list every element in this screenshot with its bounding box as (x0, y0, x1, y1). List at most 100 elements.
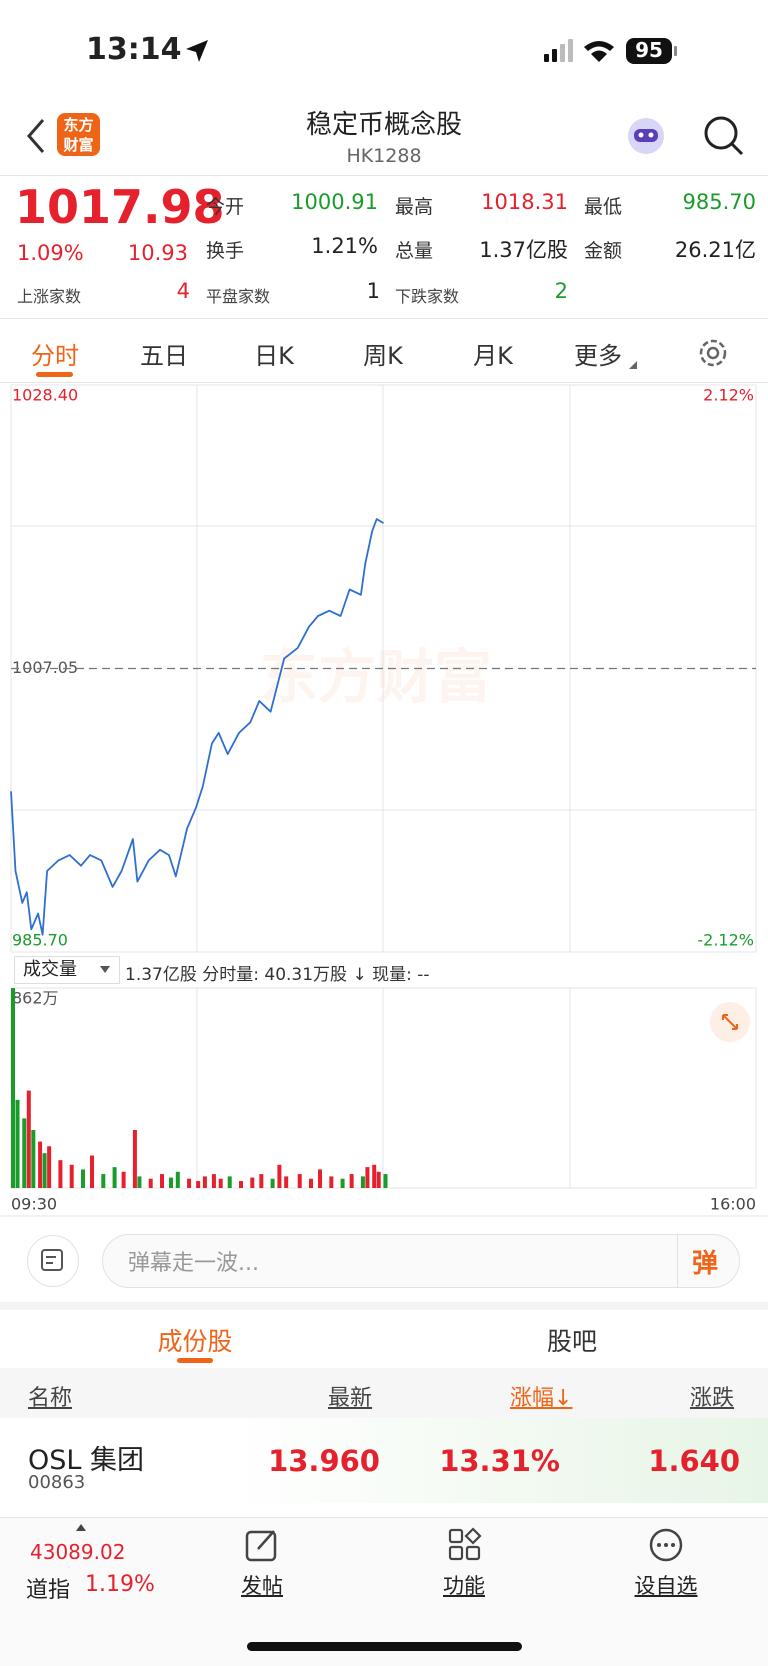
volume-bar (309, 1178, 313, 1188)
last-price: 1017.98 (15, 180, 225, 234)
breadth-label: 上涨家数 (17, 287, 82, 306)
volume-bar (372, 1164, 377, 1188)
assistant-icon[interactable] (624, 114, 668, 158)
volume-bar (132, 1129, 137, 1188)
function-icon[interactable] (447, 1527, 483, 1563)
volume-bar (340, 1178, 345, 1188)
divider (0, 318, 768, 319)
index-value[interactable]: 43089.02 (30, 1540, 126, 1564)
volume-bar (202, 1176, 207, 1188)
volume-bar (11, 988, 15, 1188)
volume-bar (383, 1174, 388, 1188)
home-indicator (247, 1642, 522, 1651)
change: 10.93 (127, 241, 188, 265)
volume-bar (101, 1174, 106, 1188)
volume-bar (187, 1178, 192, 1188)
column-header[interactable]: 最新 (328, 1386, 373, 1411)
table-row[interactable] (0, 1418, 768, 1503)
stat-value: 985.70 (682, 190, 756, 214)
volume-bar (80, 1169, 85, 1188)
volume-bar (90, 1155, 95, 1188)
section-tab[interactable]: 股吧 (546, 1327, 597, 1356)
index-change[interactable]: 1.19% (85, 1572, 155, 1597)
volume-bar (318, 1169, 323, 1188)
danmaku-settings[interactable] (27, 1235, 79, 1287)
volume-bar (42, 1153, 47, 1188)
search-button[interactable] (702, 114, 746, 158)
volume-bar (250, 1177, 255, 1188)
y-tick-label: 862万 (12, 989, 59, 1008)
volume-bar (259, 1174, 264, 1188)
back-button[interactable] (24, 116, 48, 156)
stat-label: 最高 (395, 196, 434, 218)
spacer (0, 1302, 768, 1310)
stock-name: OSL 集团 (28, 1445, 145, 1476)
y2-tick-label: 2.12% (703, 386, 754, 405)
y-tick-label: 1007.05 (12, 658, 78, 677)
action-label[interactable]: 设自选 (634, 1574, 698, 1598)
divider (0, 382, 768, 383)
divider (0, 175, 768, 176)
column-header[interactable]: 涨跌 (690, 1386, 735, 1411)
watchlist-icon[interactable] (648, 1527, 684, 1563)
column-header[interactable]: 名称 (28, 1386, 73, 1411)
breadth-value: 1 (366, 279, 380, 303)
volume-bar (227, 1176, 232, 1188)
volume-bar (31, 1129, 36, 1188)
danmaku-send[interactable]: 弹 (692, 1249, 719, 1279)
change: 1.640 (648, 1444, 740, 1478)
dropdown-arrow (629, 361, 637, 369)
x-tick-label: 09:30 (11, 1195, 57, 1214)
index-name[interactable]: 道指 (26, 1578, 71, 1603)
volume-bar (169, 1177, 174, 1188)
volume-bar (69, 1164, 74, 1188)
dropdown-arrow (100, 966, 110, 973)
app-logo[interactable]: 东方财富 (57, 113, 100, 156)
breadth-value: 2 (554, 279, 568, 303)
y-tick-label: 985.70 (12, 931, 68, 950)
stat-value: 1018.31 (481, 190, 568, 214)
volume-bar (38, 1141, 43, 1188)
volume-bar (239, 1181, 244, 1188)
battery-level: 95 (635, 38, 663, 62)
post-icon[interactable] (244, 1527, 280, 1563)
price-line (10, 518, 384, 936)
chart-tab[interactable]: 月K (473, 342, 513, 370)
stat-label: 总量 (395, 240, 434, 262)
page-title: 稳定币概念股 (305, 110, 462, 140)
settings-button[interactable] (696, 336, 730, 370)
volume-bar (137, 1176, 142, 1188)
volume-bar (175, 1171, 180, 1188)
chart-tab[interactable]: 分时 (31, 342, 79, 370)
status-time: 13:14 (86, 32, 182, 67)
location-icon (186, 40, 208, 62)
volume-bar (218, 1178, 223, 1188)
expand-button[interactable] (710, 1002, 750, 1042)
danmaku-input[interactable] (102, 1234, 740, 1288)
y-tick-label: 1028.40 (12, 386, 78, 405)
chart-tab[interactable]: 日K (254, 342, 294, 370)
chart-tab[interactable]: 更多 (574, 342, 622, 370)
indicator-selector[interactable]: 成交量 (14, 956, 120, 984)
volume-bar (121, 1171, 126, 1188)
chart-tab[interactable]: 五日 (140, 342, 188, 370)
column-header[interactable]: 涨幅↓ (510, 1386, 573, 1411)
stat-value: 1.37亿股 (479, 238, 568, 262)
action-label[interactable]: 功能 (443, 1574, 485, 1598)
table-header (0, 1368, 768, 1418)
section-tab[interactable]: 成份股 (157, 1327, 233, 1356)
tab-indicator (36, 372, 73, 377)
chart-tab[interactable]: 周K (363, 342, 403, 370)
volume-info: 1.37亿股 分时量: 40.31万股 ↓ 现量: -- (125, 965, 430, 985)
stock-code: HK1288 (346, 145, 422, 167)
action-label[interactable]: 发帖 (241, 1574, 283, 1598)
tab-indicator (177, 1358, 213, 1363)
stock-code: 00863 (28, 1472, 86, 1493)
y2-tick-label: -2.12% (697, 931, 754, 950)
volume-bar (297, 1174, 302, 1188)
volume-bar (160, 1174, 164, 1188)
volume-bar (58, 1160, 63, 1188)
breadth-value: 4 (176, 279, 190, 303)
status-icons (544, 38, 677, 64)
